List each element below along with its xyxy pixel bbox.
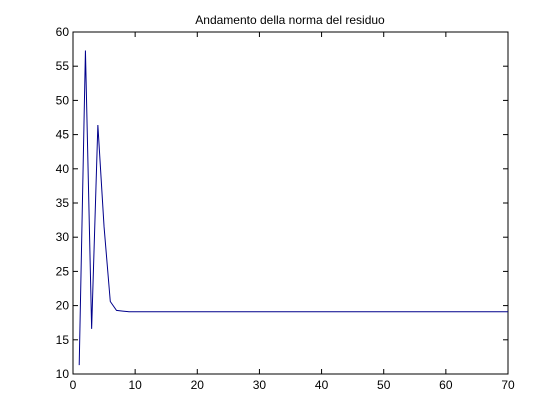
x-tick-label: 70 — [501, 378, 515, 392]
y-tick-label: 20 — [56, 299, 70, 313]
x-tick-label: 0 — [70, 378, 77, 392]
x-tick-label: 40 — [315, 378, 329, 392]
y-axis: 10 15 20 25 30 35 40 45 50 55 60 — [56, 25, 508, 381]
y-tick-label: 60 — [56, 25, 70, 39]
series-layer — [78, 50, 508, 366]
x-tick-label: 10 — [128, 378, 142, 392]
y-tick-label: 30 — [56, 230, 70, 244]
y-tick-label: 35 — [56, 196, 70, 210]
chart-title: Andamento della norma del residuo — [195, 13, 385, 27]
y-tick-label: 40 — [56, 162, 70, 176]
y-tick-label: 55 — [56, 59, 70, 73]
x-tick-label: 60 — [439, 378, 453, 392]
y-tick-label: 50 — [56, 93, 70, 107]
y-tick-label: 25 — [56, 264, 70, 278]
x-tick-label: 20 — [191, 378, 205, 392]
plot-area — [72, 31, 509, 375]
x-axis: 0 10 20 30 40 50 60 70 — [70, 32, 515, 392]
x-tick-label: 30 — [253, 378, 267, 392]
series-line-residual-norm — [78, 50, 508, 366]
y-tick-label: 45 — [56, 128, 70, 142]
y-tick-label: 15 — [56, 333, 70, 347]
x-tick-label: 50 — [377, 378, 391, 392]
y-tick-label: 10 — [56, 367, 70, 381]
